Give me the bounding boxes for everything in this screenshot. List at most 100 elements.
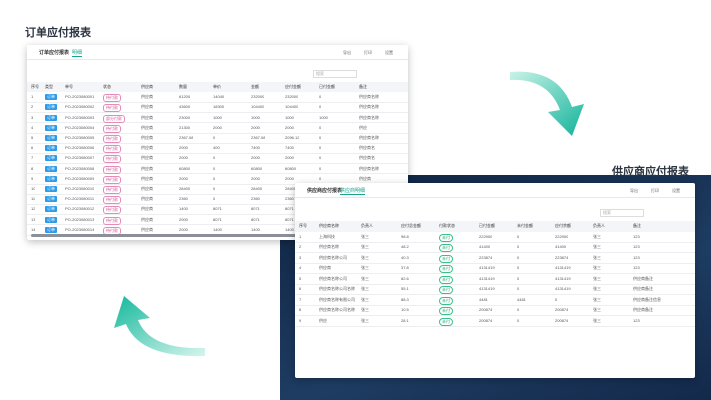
table-cell: 3 bbox=[31, 114, 34, 120]
table-cell: 123 bbox=[633, 244, 640, 249]
table-cell: 200874 bbox=[555, 317, 569, 323]
table-cell: 部分付款 bbox=[103, 114, 125, 123]
tab[interactable]: 供应商明细 bbox=[340, 188, 366, 195]
header-button[interactable]: 设置 bbox=[672, 188, 680, 193]
left-label: 订单应付报表 bbox=[25, 27, 91, 39]
window-header: 供应商应付报表 供应商明细 bbox=[295, 183, 695, 198]
table-cell: 0 bbox=[319, 155, 322, 161]
table-cell: PO-2023080003 bbox=[65, 114, 95, 120]
table-cell: 11 bbox=[31, 196, 36, 202]
row-line bbox=[295, 294, 695, 295]
window-title: 供应商应付报表 bbox=[307, 188, 343, 194]
table-cell: 7 bbox=[31, 155, 34, 161]
table-cell: 41400 bbox=[555, 244, 567, 249]
column-header: 应付金额 bbox=[285, 84, 301, 89]
table-cell: 2000 bbox=[179, 145, 188, 151]
table-cell: 2000 bbox=[213, 124, 222, 130]
table-cell: 6 bbox=[299, 286, 302, 291]
table-cell: 张三 bbox=[361, 286, 369, 291]
table-cell: 供应商 bbox=[141, 155, 153, 161]
table-cell: 0 bbox=[517, 317, 520, 323]
table-cell: 订单 bbox=[45, 216, 57, 223]
row-line bbox=[295, 325, 695, 326]
table-cell: 123 bbox=[633, 254, 640, 260]
table-cell: 订单 bbox=[45, 155, 57, 162]
table-cell: 4131419 bbox=[479, 265, 495, 270]
window-header: 订单应付报表 明细 bbox=[27, 45, 408, 60]
table-cell: 223874 bbox=[479, 254, 493, 260]
table-cell: PO-2023080006 bbox=[65, 145, 95, 151]
table-cell: 供应商备注 bbox=[633, 275, 653, 281]
table-cell: 订单 bbox=[45, 114, 57, 121]
row-line bbox=[295, 241, 695, 242]
table-cell: 10.5 bbox=[401, 307, 409, 312]
table-cell: 未付 bbox=[439, 286, 453, 294]
table-cell: 7 bbox=[299, 296, 302, 302]
search-box[interactable]: 搜索 bbox=[313, 70, 357, 78]
table-cell: 张三 bbox=[593, 254, 601, 260]
table-header-bg bbox=[295, 221, 695, 232]
header-button[interactable]: 导出 bbox=[343, 50, 351, 55]
table-cell: 供应 bbox=[359, 124, 367, 130]
table-cell: 供应商名称公司 bbox=[319, 254, 347, 260]
row-line bbox=[295, 315, 695, 316]
table-cell: PO-2023080011 bbox=[65, 196, 95, 202]
table-cell: 123 bbox=[633, 265, 640, 270]
header-button[interactable]: 导出 bbox=[630, 188, 638, 193]
table-cell: 待付款 bbox=[103, 124, 121, 133]
table-cell: 0 bbox=[517, 244, 520, 249]
table-cell: 2000 bbox=[179, 226, 188, 232]
table-cell: 供应商备注 bbox=[633, 286, 653, 291]
right-window: 供应商应付报表 供应商明细 导出 打印 设置 搜索 序号 供应商名称 负责人 应付总金额 付款状态已… bbox=[295, 183, 695, 378]
table-cell: 4131419 bbox=[555, 286, 571, 291]
table-cell: 5 bbox=[31, 135, 34, 140]
table-cell: 张三 bbox=[361, 254, 369, 260]
table-cell: 3 bbox=[299, 254, 302, 260]
table-cell: 张三 bbox=[593, 317, 601, 323]
table-cell: 88.3 bbox=[401, 296, 409, 302]
table-cell: 未付 bbox=[439, 244, 453, 252]
table-cell: 82.6 bbox=[401, 275, 409, 281]
table-cell: 供应商名 bbox=[359, 155, 375, 161]
table-cell: 待付款 bbox=[103, 165, 121, 174]
table-cell: 4131419 bbox=[479, 275, 495, 281]
header-button[interactable]: 设置 bbox=[385, 50, 393, 55]
table-cell: 张三 bbox=[361, 265, 369, 270]
table-cell: 待付款 bbox=[103, 155, 121, 164]
table-cell: PO-2023080007 bbox=[65, 155, 95, 161]
table-cell: 0 bbox=[319, 104, 322, 110]
table-cell: 待付款 bbox=[103, 104, 121, 113]
table-cell: 0 bbox=[517, 275, 520, 281]
table-cell: 1400 bbox=[179, 206, 188, 212]
table-cell: 2000 bbox=[285, 124, 294, 130]
table-cell: 供应商 bbox=[141, 135, 153, 140]
table-cell: 60800 bbox=[251, 165, 263, 171]
row-line bbox=[295, 262, 695, 263]
row-line bbox=[27, 142, 408, 144]
search-box[interactable]: 搜索 bbox=[600, 209, 644, 217]
table-cell: 供应商 bbox=[141, 124, 153, 130]
table-cell: 供应商备注 bbox=[633, 307, 653, 312]
table-cell: 2000 bbox=[179, 216, 188, 222]
table-cell: PO-2023080004 bbox=[65, 124, 95, 130]
header-button[interactable]: 打印 bbox=[364, 50, 372, 55]
table-cell: 订单 bbox=[45, 206, 57, 213]
table-cell: PO-2023080010 bbox=[65, 186, 95, 191]
column-header: 应付总金额 bbox=[401, 223, 421, 228]
table-cell: 8071 bbox=[213, 206, 222, 212]
table-cell: 14 bbox=[31, 226, 36, 232]
table-cell: 0 bbox=[319, 124, 322, 130]
column-header: 金额 bbox=[251, 84, 259, 89]
header-button[interactable]: 打印 bbox=[651, 188, 659, 193]
row-line bbox=[27, 224, 408, 225]
table-cell: 供应商名称 bbox=[359, 135, 379, 140]
table-cell: 供应商 bbox=[141, 186, 153, 191]
row-line bbox=[295, 304, 695, 305]
row-line bbox=[295, 252, 695, 253]
table-cell: 104400 bbox=[251, 104, 265, 110]
table-cell: 2 bbox=[31, 104, 34, 110]
tab[interactable]: 明细 bbox=[72, 50, 83, 57]
table-cell: 待付款 bbox=[103, 206, 121, 215]
table-cell: 供应商 bbox=[141, 175, 153, 181]
table-cell: 供应商名称 bbox=[359, 104, 379, 110]
